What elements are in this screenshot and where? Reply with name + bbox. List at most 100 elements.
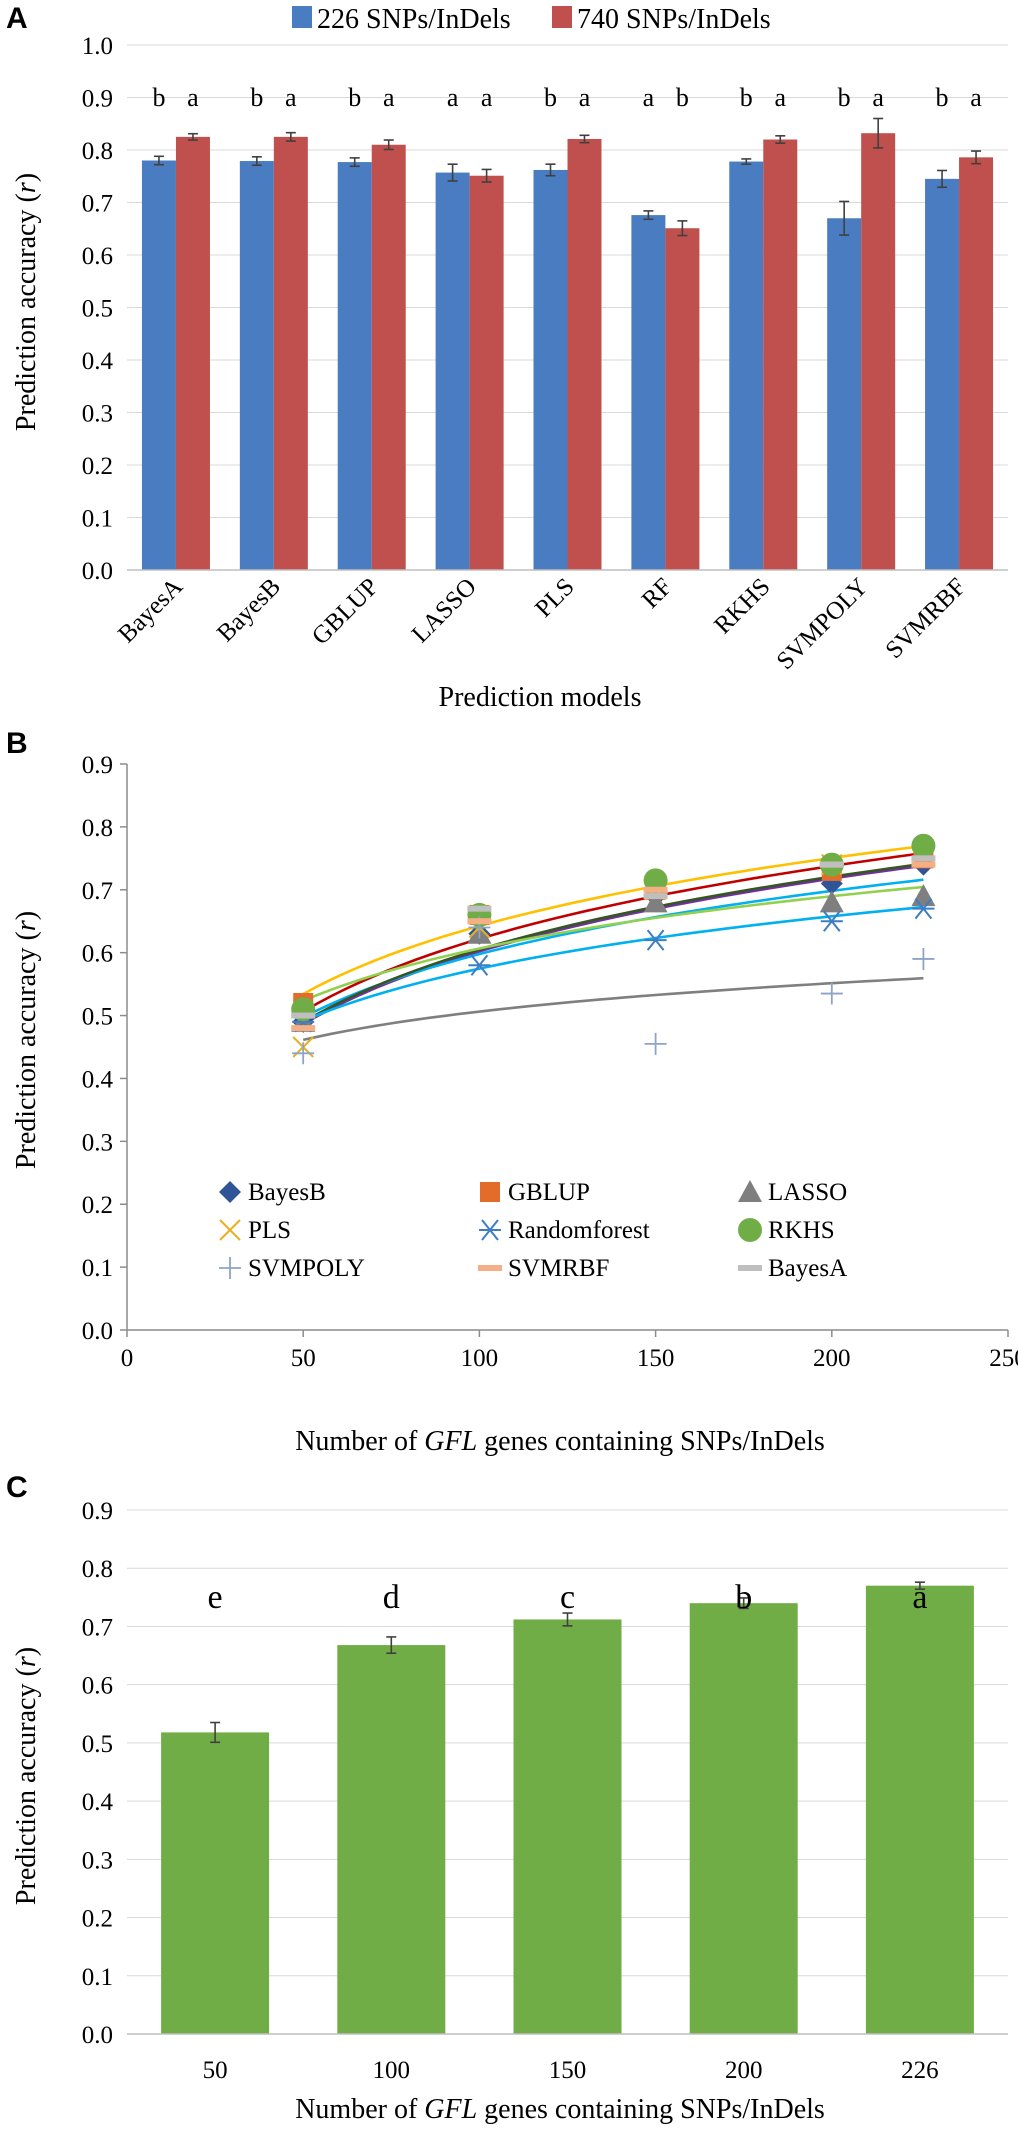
- x-tick-label-100: 100: [373, 2057, 411, 2084]
- panel-a-y-axis-title: Prediction accuracy (r): [11, 173, 42, 431]
- significance-letter: d: [383, 1579, 400, 1616]
- bar-RKHS-226: [729, 161, 764, 571]
- panel-b-x-axis-title: Number of GFL genes containing SNPs/InDe…: [295, 1426, 825, 1457]
- y-tick-label: 0.1: [82, 1255, 113, 1282]
- y-tick-label: 1.0: [82, 33, 113, 60]
- point-svmrbf: [911, 861, 936, 868]
- panel-c-x-axis-title: Number of GFL genes containing SNPs/InDe…: [295, 2094, 825, 2125]
- bar-RF-226: [631, 215, 666, 570]
- bar-150: [513, 1619, 622, 2034]
- trendline-6: [302, 905, 924, 1023]
- significance-letter: b: [676, 83, 689, 112]
- bar-LASSO-740: [469, 175, 504, 570]
- x-tick-label: 50: [291, 1345, 316, 1372]
- bar-BayesB-740: [273, 136, 308, 570]
- x-tick-label: 200: [813, 1345, 851, 1372]
- point-randomforest: [820, 910, 843, 932]
- legend-label-svmrbf: SVMRBF: [508, 1255, 609, 1282]
- significance-letter: a: [872, 83, 884, 112]
- significance-letter: b: [735, 1579, 752, 1616]
- point-bayesa: [467, 905, 492, 912]
- bar-RKHS-740: [763, 139, 798, 570]
- bar-SVMPOLY-740: [861, 133, 896, 570]
- point-rkhs: [911, 833, 936, 858]
- x-tick-label-226: 226: [901, 2057, 939, 2084]
- trendline-5: [302, 885, 924, 1003]
- y-tick-label: 0.1: [82, 1964, 113, 1991]
- y-tick-label: 0.3: [82, 1129, 113, 1156]
- legend-marker-bayesa: [738, 1265, 762, 1271]
- y-tick-label: 0.9: [82, 1498, 113, 1525]
- y-tick-label: 0.5: [82, 296, 113, 323]
- bar-PLS-226: [533, 169, 568, 570]
- panel-b-label: B: [6, 727, 28, 760]
- point-randomforest: [468, 954, 491, 976]
- y-tick-label: 0.4: [82, 348, 114, 375]
- significance-letter: a: [187, 83, 199, 112]
- y-tick-label: 0.8: [82, 1556, 113, 1583]
- y-tick-label: 0.3: [82, 401, 113, 428]
- bar-GBLUP-740: [371, 144, 406, 570]
- y-tick-label: 0.7: [82, 878, 113, 905]
- point-lasso: [643, 890, 668, 913]
- y-tick-label: 0.2: [82, 1906, 113, 1933]
- legend-label-randomforest: Randomforest: [508, 1217, 650, 1244]
- point-lasso: [819, 890, 844, 913]
- legend-marker-bayesb: [219, 1181, 241, 1203]
- legend-label-rkhs: RKHS: [768, 1217, 835, 1244]
- x-tick-label-150: 150: [549, 2057, 587, 2084]
- point-bayesa: [911, 855, 936, 862]
- x-tick-label: 250: [989, 1345, 1018, 1372]
- legend-label-gblup: GBLUP: [508, 1179, 590, 1206]
- bar-BayesA-226: [141, 160, 176, 570]
- y-tick-label: 0.3: [82, 1847, 113, 1874]
- significance-letter: a: [643, 83, 655, 112]
- significance-letter: a: [775, 83, 787, 112]
- significance-letter: a: [383, 83, 395, 112]
- legend-marker-pls: [219, 1219, 241, 1241]
- y-tick-label: 0.6: [82, 243, 113, 270]
- legend-swatch-226: [292, 6, 312, 28]
- point-bayesa: [819, 861, 844, 868]
- bar-100: [337, 1645, 446, 2034]
- significance-letter: b: [838, 83, 851, 112]
- significance-letter: a: [481, 83, 493, 112]
- bar-SVMRBF-740: [959, 157, 994, 570]
- y-tick-label: 0.9: [82, 86, 113, 113]
- legend-marker-lasso: [738, 1180, 762, 1202]
- significance-letter: a: [912, 1579, 927, 1616]
- significance-letter: c: [560, 1579, 575, 1616]
- legend-swatch-740: [552, 6, 572, 28]
- panel-a-label: A: [6, 2, 28, 35]
- significance-letter: a: [447, 83, 459, 112]
- bar-SVMPOLY-226: [827, 218, 862, 570]
- y-tick-label: 0.7: [82, 1614, 113, 1641]
- y-tick-label: 0.4: [82, 1066, 114, 1093]
- trendline-4: [302, 862, 924, 1024]
- bar-GBLUP-226: [337, 162, 372, 570]
- legend-marker-randomforest: [479, 1219, 501, 1241]
- significance-letter: a: [285, 83, 297, 112]
- panel-a-legend: 226 SNPs/InDels 740 SNPs/InDels: [292, 4, 771, 35]
- bar-200: [689, 1603, 798, 2034]
- y-tick-label: 0.5: [82, 1004, 113, 1031]
- point-randomforest: [644, 929, 667, 951]
- panel-b-y-axis-title: Prediction accuracy (r): [11, 911, 42, 1169]
- y-tick-label: 0.1: [82, 506, 113, 533]
- trendline-7: [302, 976, 924, 1042]
- legend-label-226: 226 SNPs/InDels: [317, 4, 511, 35]
- y-tick-label: 0.6: [82, 1673, 113, 1700]
- panel-b-chart: B 0.0 0.1 0.2 0.3 0.4 0.5 0.6 0.7 0.8 0.9 0 50 100 15…: [6, 727, 1018, 1457]
- significance-letter: e: [208, 1579, 223, 1616]
- y-tick-label: 0.2: [82, 1192, 113, 1219]
- bar-PLS-740: [567, 138, 602, 570]
- panel-c-chart: C e d c b a 0.0 0.1 0.2 0.3 0.4 0.5 0.6 0.7 0.8 0.9 5…: [6, 1471, 1008, 2125]
- panel-c-label: C: [6, 1471, 28, 1504]
- bar-LASSO-226: [435, 172, 470, 570]
- point-svmrbf: [643, 886, 668, 893]
- bar-50: [161, 1732, 270, 2034]
- bar-RF-740: [665, 228, 700, 570]
- panel-a-x-axis-title: Prediction models: [439, 682, 642, 713]
- significance-letter: b: [152, 83, 165, 112]
- y-tick-label: 0.2: [82, 453, 113, 480]
